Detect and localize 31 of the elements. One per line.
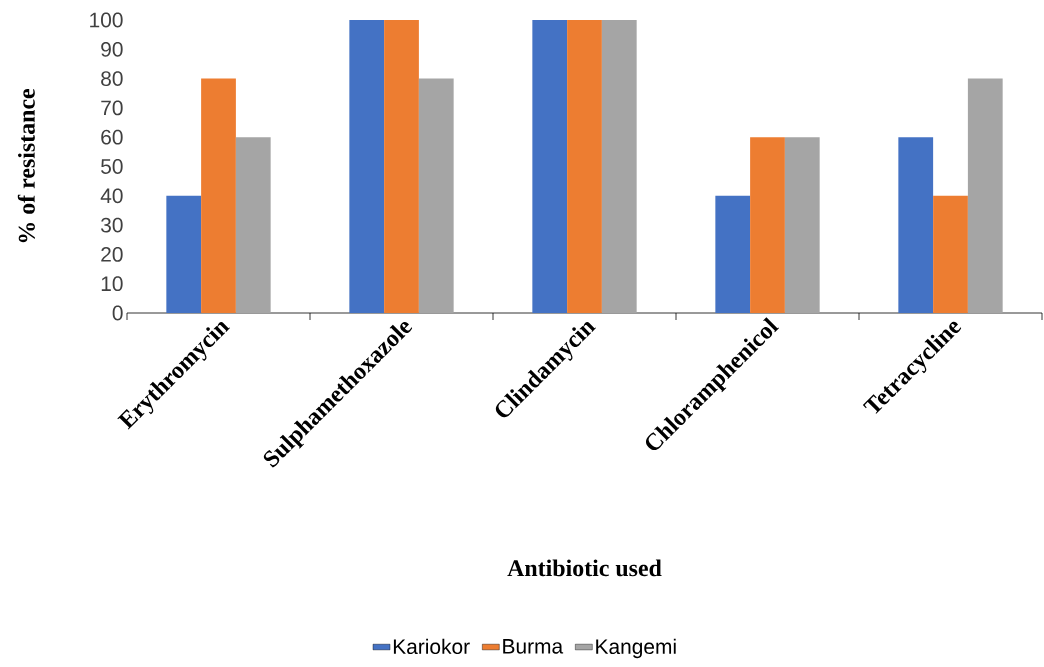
bar <box>601 20 637 313</box>
bar <box>201 78 236 313</box>
bar <box>750 137 785 313</box>
bar <box>418 78 454 313</box>
bar <box>967 78 1003 313</box>
bar <box>384 20 419 313</box>
y-tick-label: 70 <box>101 100 123 116</box>
bar <box>349 20 385 313</box>
bar <box>715 195 751 313</box>
legend-label: Kangemi <box>596 638 676 659</box>
y-tick-label: 50 <box>101 159 123 174</box>
bar <box>532 20 568 313</box>
bar <box>933 195 968 313</box>
y-tick-label: 60 <box>101 129 123 145</box>
y-tick-label: 30 <box>101 217 123 233</box>
legend-label: Burma <box>503 639 564 654</box>
y-axis-title: % of resistance <box>17 88 35 243</box>
bar <box>166 195 202 313</box>
y-tick-label: 90 <box>101 41 123 57</box>
y-tick-label: 20 <box>101 246 123 262</box>
bar <box>235 137 271 313</box>
bar <box>784 137 820 313</box>
y-tick-label: 40 <box>100 188 123 204</box>
x-axis-title: Antibiotic used <box>507 559 662 577</box>
y-tick-label: 100 <box>90 12 123 28</box>
y-tick-label: 80 <box>101 71 123 86</box>
bar <box>898 137 934 313</box>
y-tick-label: 10 <box>101 276 123 292</box>
legend-label: Kariokor <box>393 638 470 655</box>
y-tick-label: 0 <box>112 305 123 321</box>
bar <box>567 20 602 313</box>
